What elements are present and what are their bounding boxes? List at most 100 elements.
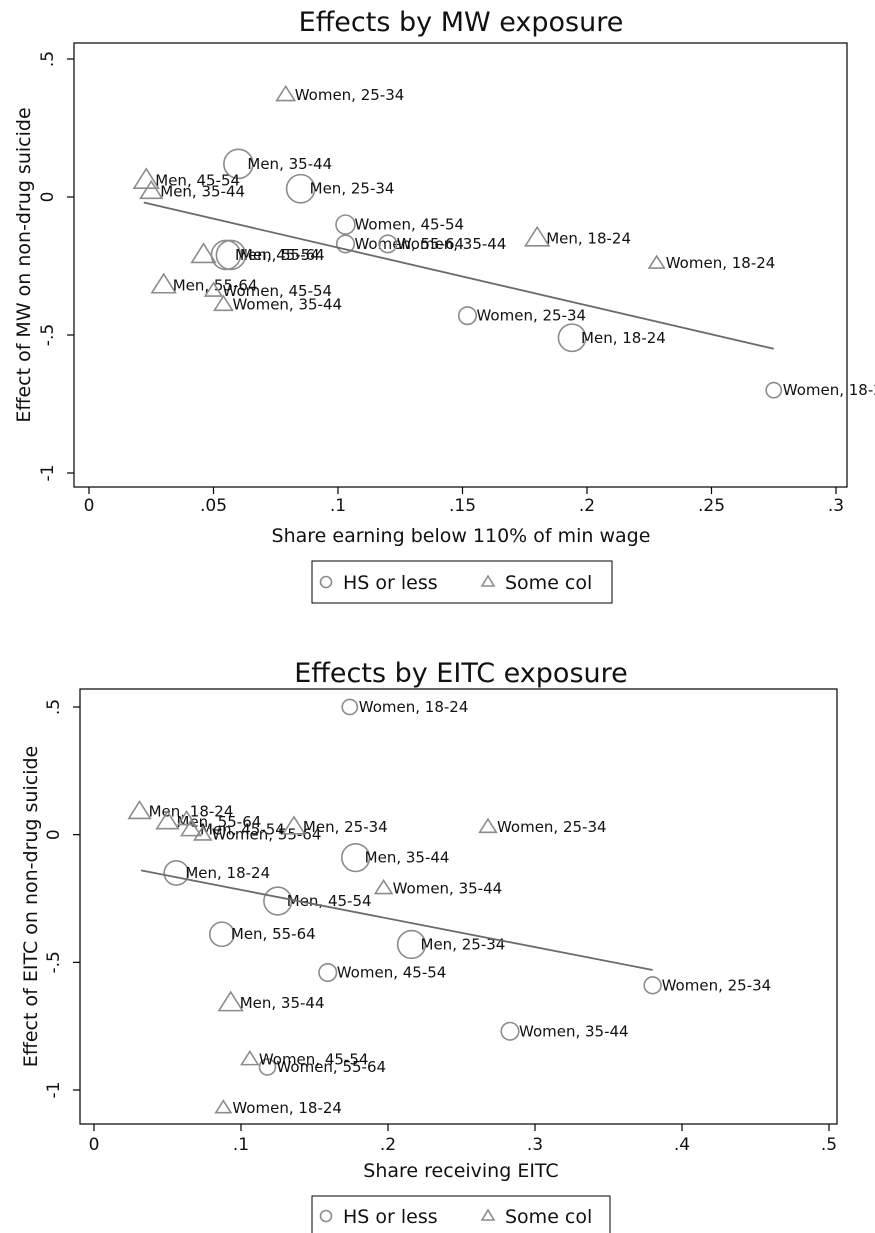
- x-tick-label: .3: [828, 496, 844, 516]
- point-label: Men, 18-24: [185, 864, 270, 882]
- triangle-marker: [281, 815, 307, 835]
- x-tick-label: .25: [698, 496, 725, 516]
- legend-label: Some col: [505, 1206, 592, 1228]
- legend-circle-icon: [319, 575, 333, 589]
- triangle-marker: [190, 242, 217, 264]
- triangle-marker: [478, 817, 498, 834]
- circle-marker: [341, 698, 359, 716]
- point-label: Men, 55-64: [177, 813, 262, 831]
- legend-box: [311, 560, 613, 604]
- point-label: Men, 35-44: [247, 155, 332, 173]
- circle-marker: [335, 234, 356, 254]
- circle-marker: [378, 234, 398, 254]
- circle-marker: [285, 173, 316, 204]
- fit-line: [143, 201, 774, 350]
- plot-frame: [73, 42, 848, 488]
- legend: HS or less Some col: [311, 1195, 611, 1233]
- chart-panel-1: Effects by EITC exposure 0 .1 .2 .3 .4 .5 -1 -.5…: [20, 658, 838, 1233]
- triangle-marker: [373, 878, 394, 895]
- circle-marker: [335, 214, 356, 235]
- point-label: Women, 35-44: [397, 235, 507, 253]
- point-label: Women, 25-34: [497, 818, 607, 836]
- point-label: Women, 18-24: [783, 381, 875, 399]
- circle-marker: [500, 1021, 520, 1041]
- circle-marker: [341, 842, 371, 873]
- y-tick-label: -1: [44, 1082, 64, 1099]
- point-label: Women, 25-34: [295, 86, 405, 104]
- x-tick-label: .4: [674, 1135, 690, 1155]
- point-label: Men, 18-24: [581, 329, 666, 347]
- x-tick-label: .5: [821, 1135, 837, 1155]
- legend: HS or less Some col: [311, 560, 613, 604]
- circle-marker: [643, 976, 662, 995]
- x-tick-label: 0: [84, 496, 95, 516]
- y-tick-label: -.5: [44, 951, 64, 973]
- y-tick-label: -.5: [38, 324, 58, 346]
- plot-frame: [79, 688, 838, 1125]
- point-label: Women, 18-24: [666, 254, 776, 272]
- triangle-marker: [213, 294, 234, 312]
- y-tick-label: 0: [44, 829, 64, 840]
- triangle-marker: [127, 800, 152, 820]
- legend-triangle-icon: [480, 1208, 496, 1221]
- point-label: Women, 55-64: [354, 235, 464, 253]
- point-label: Men, 25-34: [303, 818, 388, 836]
- point-label: Women, 45-54: [337, 964, 447, 982]
- point-label: Men, 45-54: [287, 892, 372, 910]
- point-label: Women, 55-64: [212, 826, 322, 844]
- y-tick-label: 0: [38, 192, 58, 203]
- triangle-marker: [217, 990, 244, 1012]
- triangle-marker: [179, 818, 203, 837]
- point-label: Men, 35-44: [365, 849, 450, 867]
- point-label: Men, 55-64: [231, 925, 316, 943]
- triangle-marker: [203, 281, 224, 297]
- x-tick-label: .3: [527, 1135, 543, 1155]
- point-label: Women, 18-24: [232, 1099, 342, 1117]
- point-label: Women, 35-44: [232, 296, 342, 314]
- circle-marker: [215, 239, 247, 271]
- triangle-marker: [647, 254, 666, 269]
- point-label: Women, 25-34: [476, 307, 586, 325]
- circle-marker: [208, 921, 235, 948]
- x-tick-label: .15: [449, 496, 476, 516]
- circle-marker: [263, 886, 293, 916]
- point-label: Women, 45-54: [223, 282, 333, 300]
- point-label: Men, 18-24: [546, 229, 631, 247]
- y-axis-label: Effect of MW on non-drug suicide: [13, 107, 35, 422]
- point-label: Men, 45-54: [200, 821, 285, 839]
- legend-label: Some col: [505, 572, 592, 594]
- x-tick-label: .05: [200, 496, 227, 516]
- chart-title: Effects by EITC exposure: [294, 658, 628, 689]
- point-label: Women, 45-54: [259, 1050, 369, 1068]
- circle-marker: [258, 1058, 277, 1076]
- triangle-marker: [139, 179, 164, 200]
- y-tick-label: .5: [44, 699, 64, 715]
- legend-box: [311, 1195, 611, 1233]
- point-label: Women, 35-44: [519, 1022, 629, 1040]
- point-label: Women, 18-24: [359, 698, 469, 716]
- x-tick-label: .1: [233, 1135, 249, 1155]
- triangle-marker: [214, 1099, 233, 1114]
- triangle-marker: [523, 225, 551, 247]
- x-tick-label: .2: [380, 1135, 396, 1155]
- legend-label: HS or less: [343, 1206, 438, 1228]
- triangle-marker: [176, 809, 197, 826]
- chart-title: Effects by MW exposure: [299, 7, 624, 38]
- point-label: Women, 25-34: [662, 976, 772, 994]
- point-label: Men, 35-44: [240, 994, 325, 1012]
- x-tick-label: .1: [330, 496, 346, 516]
- circle-marker: [163, 860, 190, 886]
- y-tick-label: .5: [38, 51, 58, 67]
- point-label: Women, 35-44: [393, 879, 503, 897]
- circle-marker: [765, 381, 783, 399]
- point-label: Men, 55-64: [240, 246, 325, 264]
- legend-label: HS or less: [343, 572, 438, 594]
- x-tick-label: 0: [89, 1135, 100, 1155]
- chart-panel-0: Effects by MW exposure 0 .05 .1 .15 .2 .25 .3 -1…: [13, 7, 875, 604]
- triangle-marker: [150, 272, 177, 294]
- y-axis-label: Effect of EITC on non-drug suicide: [20, 746, 42, 1067]
- x-tick-label: .2: [579, 496, 595, 516]
- point-label: Men, 45-54: [155, 171, 240, 189]
- circle-marker: [396, 929, 427, 960]
